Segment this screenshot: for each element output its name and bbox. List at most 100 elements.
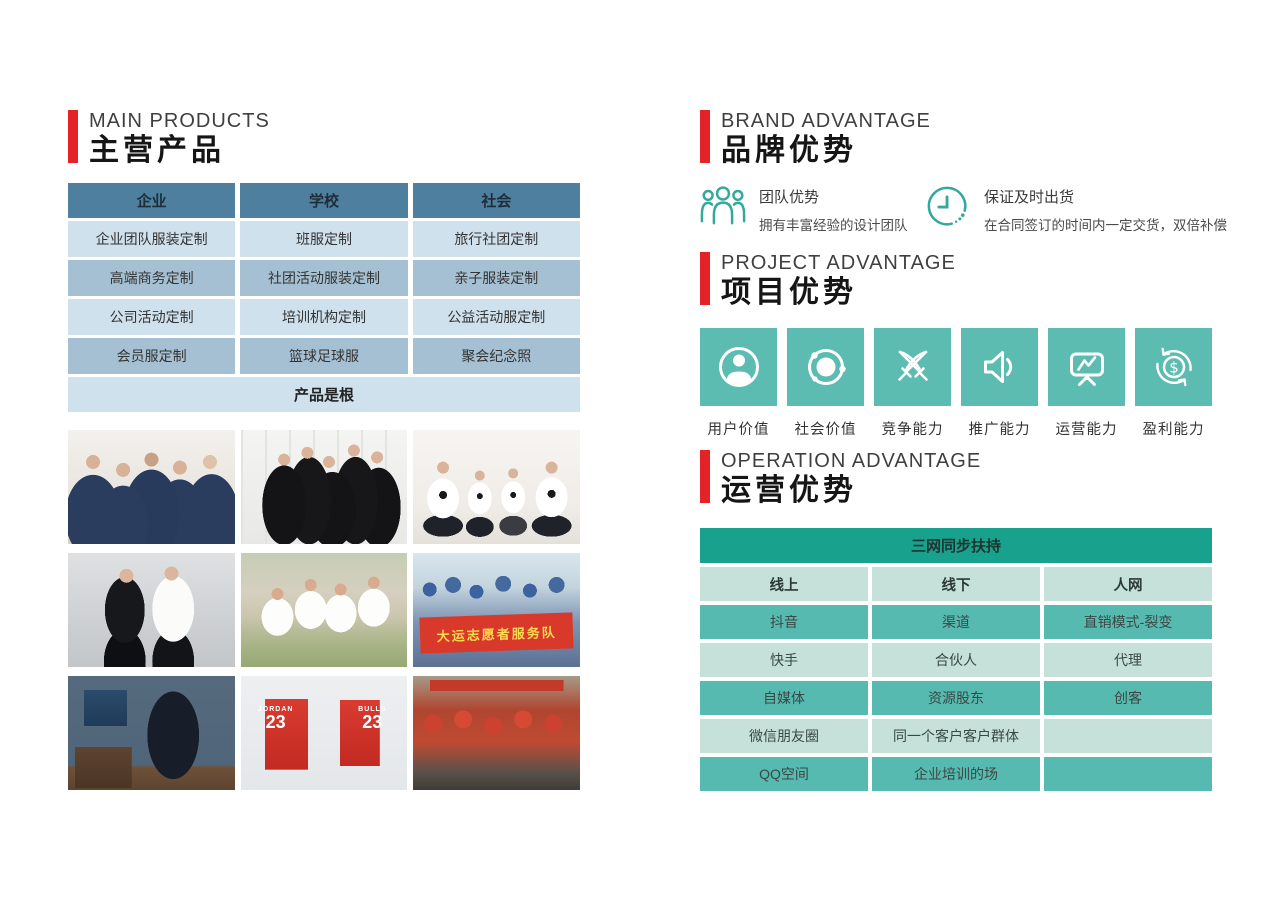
photo-parent-child-heart-tees [413, 430, 580, 544]
project-item-label: 盈利能力 [1142, 422, 1205, 438]
products-cell: 社团活动服装定制 [240, 260, 408, 296]
photo-corporate-team-polos [68, 430, 235, 544]
red-accent-bar [68, 110, 78, 163]
project-advantage-heading: PROJECT ADVANTAGE 项目优势 [700, 252, 956, 309]
jersey-name: JORDAN [257, 705, 294, 713]
brand-item-team: 团队优势 拥有丰富经验的设计团队 [700, 184, 908, 234]
products-cell: 班服定制 [240, 221, 408, 257]
products-cell: 企业团队服装定制 [68, 221, 236, 257]
products-table: 企业 学校 社会 企业团队服装定制 班服定制 旅行社团定制 高端商务定制 社团活… [68, 183, 580, 412]
heading-en: PROJECT ADVANTAGE [721, 252, 956, 274]
products-cell: 培训机构定制 [240, 299, 408, 335]
speaker-icon [961, 328, 1038, 406]
products-col-header: 学校 [240, 183, 408, 218]
operation-cell-empty [1044, 757, 1212, 791]
operation-cell: 抖音 [700, 605, 868, 639]
operation-table-title: 三网同步扶持 [700, 528, 1212, 563]
photo-black-white-polos-couple [68, 553, 235, 667]
brand-advantage-heading: BRAND ADVANTAGE 品牌优势 [700, 110, 931, 167]
project-item-user-value: 用户价值 [700, 328, 777, 439]
brand-item-delivery: 保证及时出货 在合同签订的时间内一定交货，双倍补偿 [925, 184, 1227, 234]
jersey-back: JORDAN 23 [251, 706, 301, 733]
photo-red-vest-cycling-event [413, 676, 580, 790]
operation-cell: 直销模式-裂变 [1044, 605, 1212, 639]
project-item-operation: 运营能力 [1048, 328, 1125, 439]
brand-item-desc: 拥有丰富经验的设计团队 [759, 218, 908, 233]
operation-cell: QQ空间 [700, 757, 868, 791]
project-item-competitiveness: 竞争能力 [874, 328, 951, 439]
main-products-heading: MAIN PRODUCTS 主营产品 [68, 110, 270, 167]
jersey-number: 23 [265, 711, 286, 732]
project-item-label: 社会价值 [794, 422, 857, 438]
project-item-label: 用户价值 [707, 422, 770, 438]
products-cell: 亲子服装定制 [412, 260, 580, 296]
photo-business-suit-mannequin [68, 676, 235, 790]
brand-item-title: 团队优势 [759, 189, 820, 206]
operation-cell: 合伙人 [872, 643, 1040, 677]
operation-cell: 快手 [700, 643, 868, 677]
project-item-label: 推广能力 [968, 422, 1031, 438]
operation-cell: 自媒体 [700, 681, 868, 715]
project-item-social-value: 社会价值 [787, 328, 864, 439]
operation-cell: 渠道 [872, 605, 1040, 639]
operation-cell: 微信朋友圈 [700, 719, 868, 753]
brand-item-desc: 在合同签订的时间内一定交货，双倍补偿 [984, 218, 1227, 233]
operation-cell: 企业培训的场 [872, 757, 1040, 791]
money-cycle-icon: $ [1135, 328, 1212, 406]
operation-table: 三网同步扶持 线上 线下 人网 抖音 渠道 直销模式-裂变 快手 合伙人 代理 … [700, 528, 1212, 791]
project-advantage-icons: 用户价值 社会价值 [700, 328, 1212, 439]
heading-zh: 项目优势 [721, 276, 857, 309]
heading-en: MAIN PRODUCTS [89, 110, 270, 132]
jersey-name: BULLS [358, 705, 387, 713]
product-photo-grid: 大运志愿者服务队 JORDAN 23 BULLS 23 [68, 430, 580, 790]
chart-board-icon [1048, 328, 1125, 406]
operation-col-header: 线下 [872, 567, 1040, 601]
red-accent-bar [700, 252, 710, 305]
project-item-profit: $ 盈利能力 [1135, 328, 1212, 439]
operation-col-header: 人网 [1044, 567, 1212, 601]
products-cell: 公司活动定制 [68, 299, 236, 335]
heading-zh: 运营优势 [721, 474, 857, 507]
orbit-icon [787, 328, 864, 406]
crossed-swords-icon [874, 328, 951, 406]
user-circle-icon [700, 328, 777, 406]
operation-cell: 同一个客户客户群体 [872, 719, 1040, 753]
photo-basketball-jerseys: JORDAN 23 BULLS 23 [240, 676, 408, 790]
heading-zh: 品牌优势 [721, 134, 857, 167]
brand-advantage-items: 团队优势 拥有丰富经验的设计团队 保证及时出货 在合同签订的时间内一定交货，双倍… [700, 184, 1227, 240]
project-item-label: 竞争能力 [881, 422, 944, 438]
volunteer-banner-text: 大运志愿者服务队 [436, 624, 557, 644]
operation-cell: 资源股东 [872, 681, 1040, 715]
products-col-header: 社会 [412, 183, 580, 218]
clock-icon [925, 184, 971, 230]
project-item-label: 运营能力 [1055, 422, 1118, 438]
products-cell: 会员服定制 [68, 338, 236, 374]
jersey-number: 23 [362, 711, 383, 732]
products-col-header: 企业 [68, 183, 236, 218]
products-cell: 篮球足球服 [240, 338, 408, 374]
products-cell: 旅行社团定制 [412, 221, 580, 257]
operation-cell: 代理 [1044, 643, 1212, 677]
red-accent-bar [700, 110, 710, 163]
photo-volunteer-team-banner: 大运志愿者服务队 [413, 553, 580, 667]
jersey-front: BULLS 23 [347, 706, 397, 733]
team-icon [700, 184, 746, 226]
project-item-promotion: 推广能力 [961, 328, 1038, 439]
heading-en: OPERATION ADVANTAGE [721, 450, 982, 472]
svg-text:$: $ [1169, 359, 1179, 377]
photo-class-uniform-black-hoodies [240, 430, 408, 544]
operation-cell-empty [1044, 719, 1212, 753]
products-footer: 产品是根 [68, 377, 580, 412]
red-accent-bar [700, 450, 710, 503]
volunteer-banner: 大运志愿者服务队 [419, 611, 574, 654]
operation-col-header: 线上 [700, 567, 868, 601]
products-cell: 高端商务定制 [68, 260, 236, 296]
heading-en: BRAND ADVANTAGE [721, 110, 931, 132]
brand-item-title: 保证及时出货 [984, 189, 1075, 206]
operation-cell: 创客 [1044, 681, 1212, 715]
products-cell: 公益活动服定制 [412, 299, 580, 335]
operation-advantage-heading: OPERATION ADVANTAGE 运营优势 [700, 450, 981, 507]
heading-zh: 主营产品 [89, 134, 225, 167]
products-cell: 聚会纪念照 [412, 338, 580, 374]
